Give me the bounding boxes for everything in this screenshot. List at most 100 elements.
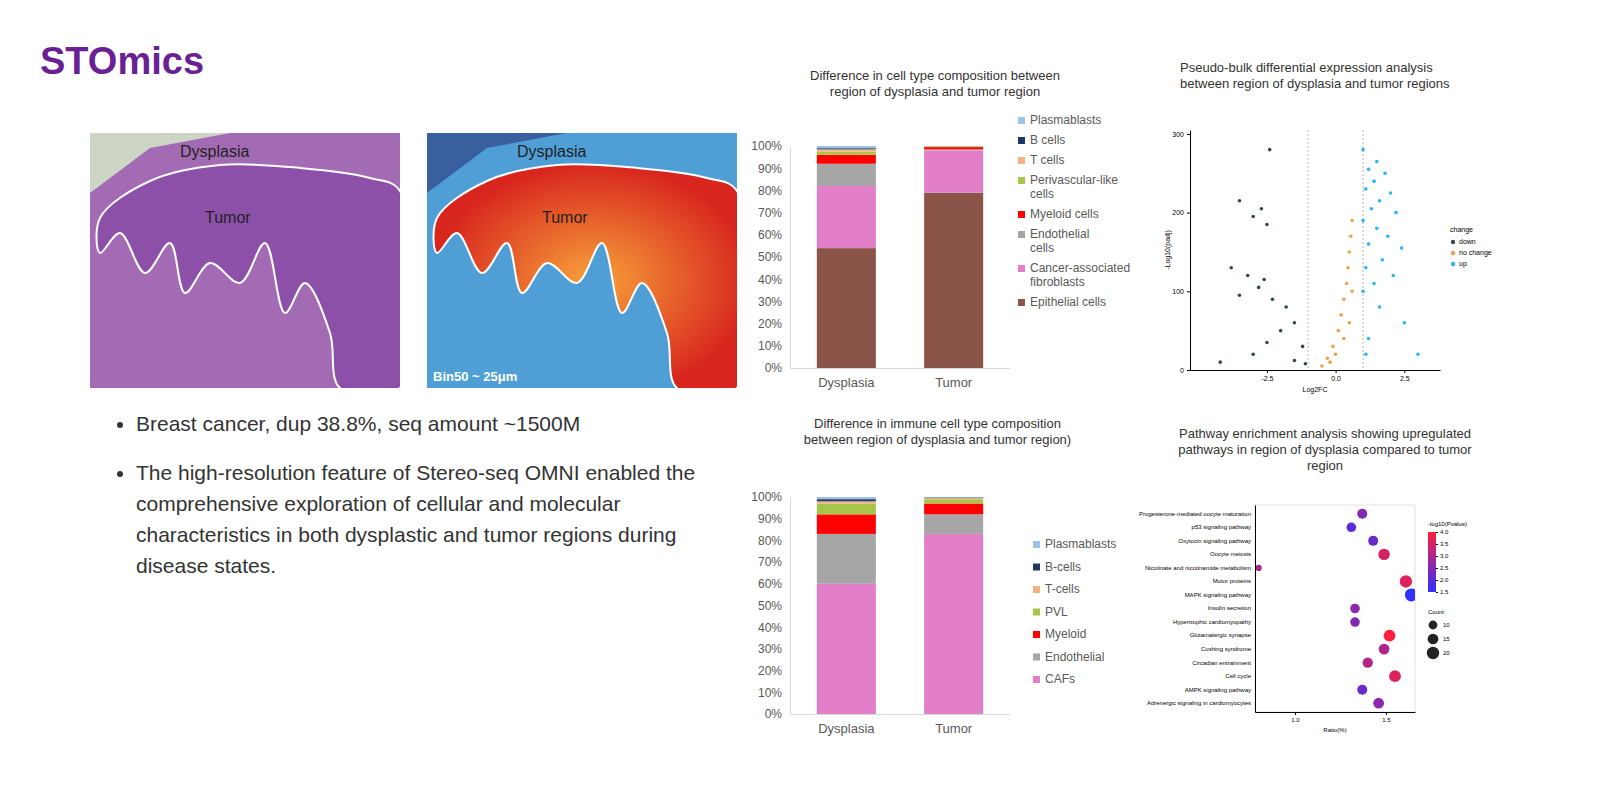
threshold-line bbox=[1308, 130, 1309, 370]
data-point bbox=[1260, 207, 1264, 211]
legend-swatch bbox=[1018, 177, 1025, 184]
slide-canvas: Dysplasia Tumor DysplasiaTumorBin50 ~ 25μm… bbox=[0, 0, 1600, 800]
y-tick: 70% bbox=[758, 206, 790, 220]
bar-segment bbox=[817, 499, 876, 501]
legend-swatch bbox=[1018, 299, 1025, 306]
legend-item: Endothelial bbox=[1033, 650, 1104, 664]
x-tick-label: Tumor bbox=[935, 375, 973, 390]
y-tick-label: 100% bbox=[751, 490, 782, 504]
data-point bbox=[1238, 293, 1242, 297]
legend-item: Plasmablasts bbox=[1033, 537, 1116, 551]
data-point bbox=[1265, 223, 1269, 227]
colorbar-tick-mark bbox=[1436, 544, 1438, 545]
y-tick: p53 signaling pathway bbox=[1192, 524, 1251, 530]
colorbar-title: -log10(Pvalue) bbox=[1428, 521, 1467, 527]
x-tick-label: 1.5 bbox=[1382, 717, 1391, 723]
y-tick: Nicotinate and nicotinamide metabolism bbox=[1145, 565, 1251, 571]
plot-area bbox=[817, 497, 983, 714]
y-axis: 0%10%20%30%40%50%60%70%80%90%100% bbox=[751, 139, 790, 375]
tissue-image: DysplasiaTumorBin50 ~ 25μm bbox=[427, 133, 752, 397]
x-tick: Tumor bbox=[935, 721, 973, 736]
colorbar-tick: 4.0 bbox=[1436, 529, 1449, 535]
bar-segment bbox=[924, 150, 983, 192]
legend-item: PVL bbox=[1033, 605, 1068, 619]
y-tick: 100 bbox=[1172, 288, 1190, 295]
plot-area bbox=[817, 146, 983, 368]
data-point bbox=[1372, 282, 1376, 286]
size-legend-marker bbox=[1428, 634, 1439, 645]
data-point bbox=[1364, 187, 1368, 191]
data-point bbox=[1350, 290, 1354, 294]
legend: changedownno changeup bbox=[1450, 226, 1492, 268]
x-tick-label: Dysplasia bbox=[818, 721, 875, 736]
y-axis-line bbox=[790, 498, 791, 715]
bar-segment bbox=[817, 514, 876, 534]
legend-label: PVL bbox=[1045, 605, 1068, 619]
y-tick-label: 50% bbox=[758, 250, 782, 264]
y-tick: 100% bbox=[751, 139, 790, 153]
data-point bbox=[1218, 360, 1222, 364]
data-point bbox=[1279, 329, 1283, 333]
x-tick: Tumor bbox=[935, 375, 973, 390]
bar-segment bbox=[924, 504, 983, 515]
y-tick: Oocyte meiosis bbox=[1210, 551, 1251, 557]
data-point bbox=[1268, 148, 1272, 152]
bar-segment bbox=[817, 504, 876, 515]
pathway-dot bbox=[1384, 630, 1396, 642]
y-tick: 30% bbox=[758, 295, 790, 309]
y-tick-label: Adrenergic signaling in cardiomyocytes bbox=[1147, 700, 1251, 706]
data-point bbox=[1349, 234, 1353, 238]
pathway-dot bbox=[1347, 523, 1357, 533]
bar-segment bbox=[924, 499, 983, 503]
y-tick-label: AMPK signaling pathway bbox=[1185, 687, 1251, 693]
data-point bbox=[1381, 258, 1385, 262]
legend-marker bbox=[1451, 240, 1455, 244]
bullet-item: The high-resolution feature of Stereo-se… bbox=[136, 457, 736, 581]
y-tick-label: p53 signaling pathway bbox=[1192, 524, 1251, 530]
legend-label: Perivascular-likecells bbox=[1030, 173, 1118, 201]
bar-segment bbox=[817, 497, 876, 499]
y-tick: 10% bbox=[758, 686, 790, 700]
y-tick-label: Oocyte meiosis bbox=[1210, 551, 1251, 557]
bar-segment bbox=[817, 501, 876, 503]
data-point bbox=[1265, 341, 1269, 345]
x-tick: Dysplasia bbox=[818, 375, 875, 390]
legend-swatch bbox=[1018, 265, 1025, 272]
chart-title: Difference in immune cell type compositi… bbox=[800, 416, 1075, 448]
y-tick-label: 0 bbox=[1180, 367, 1184, 374]
legend-label: CAFs bbox=[1045, 672, 1075, 686]
x-axis: Dysplasia Tumor bbox=[791, 715, 1011, 737]
tumor-outline bbox=[97, 164, 400, 388]
data-point bbox=[1301, 345, 1305, 349]
pathway-dot bbox=[1373, 698, 1384, 709]
data-point bbox=[1337, 329, 1341, 333]
data-point bbox=[1348, 321, 1352, 325]
legend-item: Epithelial cells bbox=[1018, 295, 1106, 309]
legend-label: Myeloid bbox=[1045, 627, 1086, 641]
legend-label: Plasmablasts bbox=[1030, 113, 1101, 127]
x-axis-line bbox=[1256, 712, 1416, 713]
y-tick-label: 20% bbox=[758, 664, 782, 678]
legend-swatch bbox=[1033, 564, 1040, 571]
data-point bbox=[1416, 352, 1420, 356]
x-axis: 1.0 1.5 bbox=[1256, 712, 1416, 723]
y-tick: 50% bbox=[758, 250, 790, 264]
x-tick: -2.5 bbox=[1261, 370, 1273, 382]
y-tick-label: 0% bbox=[765, 361, 783, 375]
y-tick: 90% bbox=[758, 162, 790, 176]
bar-segment bbox=[924, 146, 983, 147]
size-legend-title: Count bbox=[1428, 609, 1444, 615]
y-tick-label: MAPK signaling pathway bbox=[1185, 592, 1251, 598]
data-point bbox=[1364, 352, 1368, 356]
data-point bbox=[1367, 168, 1371, 172]
y-tick-label: 50% bbox=[758, 599, 782, 613]
bar-segment bbox=[817, 186, 876, 248]
data-point bbox=[1364, 266, 1368, 270]
size-legend-marker bbox=[1427, 647, 1439, 659]
legend: PlasmablastsB cellsT cellsPerivascular-l… bbox=[1018, 113, 1130, 309]
colorbar-tick-mark bbox=[1436, 556, 1438, 557]
y-tick: 40% bbox=[758, 273, 790, 287]
x-tick-label: 1.0 bbox=[1291, 717, 1300, 723]
y-tick-mark bbox=[1187, 213, 1190, 214]
y-tick-label: 60% bbox=[758, 577, 782, 591]
